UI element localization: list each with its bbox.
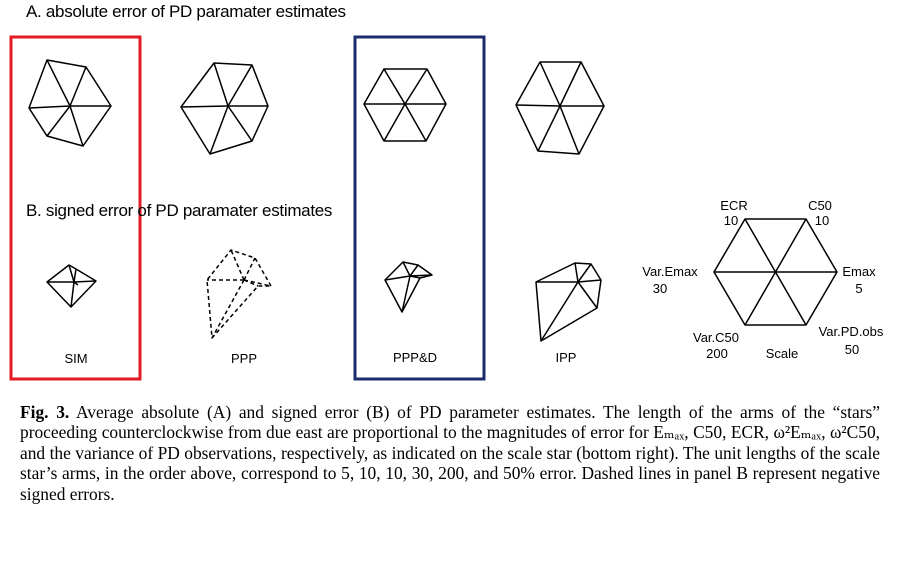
method-label-ppp: PPP: [231, 351, 257, 366]
star-b-pppd: [384, 261, 433, 313]
scale-label-var-emax: Var.Emax: [642, 264, 698, 279]
star-b-ipp: [535, 262, 602, 342]
figure-caption: Fig. 3. Average absolute (A) and signed …: [20, 402, 880, 504]
pppd-highlight-box: [353, 35, 486, 381]
star-a-ppp: [180, 62, 269, 155]
scale-value-emax: 5: [855, 281, 862, 296]
scale-label-emax: Emax: [842, 264, 876, 279]
caption-body: Average absolute (A) and signed error (B…: [20, 402, 880, 504]
star-a-pppd: [363, 68, 447, 142]
scale-label-var-c50: Var.C50: [693, 330, 739, 345]
scale-value-var-emax: 30: [653, 281, 667, 296]
scale-label-ecr: ECR: [720, 198, 747, 213]
scale-star: [713, 218, 838, 326]
caption-figure-number: Fig. 3.: [20, 402, 70, 422]
star-b-sim: [46, 264, 97, 308]
method-label-sim: SIM: [64, 351, 87, 366]
sim-highlight-box: [9, 35, 142, 381]
scale-value-var-pd-obs: 50: [845, 342, 859, 357]
scale-value-var-c50: 200: [706, 346, 728, 361]
scale-label-c50: C50: [808, 198, 832, 213]
star-a-ipp: [515, 61, 605, 155]
panel-a-title: A. absolute error of PD paramater estima…: [26, 2, 346, 21]
scale-value-c50: 10: [815, 213, 829, 228]
figure-graphics: SIM PPP PPP&D IPP ECR 10 C50 10 Var.Emax…: [9, 35, 884, 381]
method-label-ipp: IPP: [556, 350, 577, 365]
star-b-ppp: [206, 249, 272, 339]
panel-b-title: B. signed error of PD paramater estimate…: [26, 201, 333, 220]
figure-3: SIM PPP PPP&D IPP ECR 10 C50 10 Var.Emax…: [9, 2, 884, 381]
scale-word: Scale: [766, 346, 799, 361]
scale-value-ecr: 10: [724, 213, 738, 228]
method-label-pppd: PPP&D: [393, 350, 437, 365]
star-a-sim: [28, 59, 112, 147]
scale-label-var-pd-obs: Var.PD.obs: [819, 324, 884, 339]
